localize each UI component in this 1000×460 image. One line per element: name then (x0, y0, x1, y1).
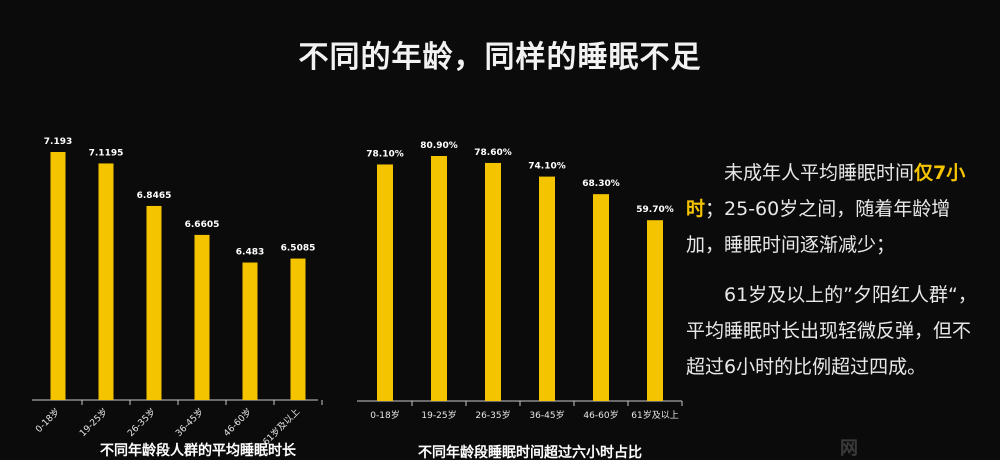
side-highlight: 仅7小时 (686, 162, 966, 220)
side-text-1b: ；25-60岁之间，随着年龄增加，睡眠时间逐渐减少； (686, 198, 951, 256)
bar-2 (146, 205, 162, 400)
x-tick-label-5: 61岁及以上 (260, 406, 302, 448)
value-label-4: 68.30% (582, 179, 620, 189)
page-title: 不同的年龄，同样的睡眠不足 (298, 40, 702, 75)
value-label-2: 6.8465 (137, 191, 172, 201)
chart-title: 不同年龄段人群的平均睡眠时长 (100, 442, 297, 459)
bar-2 (485, 162, 501, 401)
bar-4 (593, 194, 609, 401)
bar-3 (539, 176, 555, 401)
value-label-2: 78.60% (474, 148, 512, 158)
bar-1 (431, 156, 447, 401)
x-tick-label-0: 0-18岁 (33, 406, 62, 435)
bar-5 (290, 258, 306, 400)
x-tick-label-2: 26-35岁 (475, 409, 510, 421)
x-tick-label-5: 61岁及以上 (631, 409, 678, 421)
x-tick-label-4: 46-60岁 (221, 406, 254, 439)
bar-4 (242, 262, 258, 400)
x-tick-label-0: 0-18岁 (370, 409, 399, 421)
value-label-3: 74.10% (528, 162, 566, 172)
bar-3 (194, 234, 210, 400)
side-paragraph-1: 未成年人平均睡眠时间仅7小时；25-60岁之间，随着年龄增加，睡眠时间逐渐减少； (686, 155, 986, 263)
x-tick-label-1: 19-25岁 (77, 406, 110, 439)
bar-5 (647, 220, 663, 401)
chart-title: 不同年龄段睡眠时间超过六小时占比 (418, 444, 642, 460)
x-tick-label-3: 36-45岁 (173, 406, 206, 439)
side-description: 未成年人平均睡眠时间仅7小时；25-60岁之间，随着年龄增加，睡眠时间逐渐减少；… (686, 155, 986, 399)
value-label-0: 7.193 (44, 137, 72, 147)
bar-0 (377, 164, 393, 401)
value-label-4: 6.483 (236, 248, 264, 258)
value-label-1: 80.90% (420, 141, 458, 151)
x-tick-label-4: 46-60岁 (583, 409, 618, 421)
side-text-1a: 未成年人平均睡眠时间 (724, 162, 915, 184)
avg-sleep-chart: 7.193 0-18岁 7.1195 19-25岁 6.8465 26-35岁 6.6605… (32, 137, 323, 459)
x-tick-label-3: 36-45岁 (529, 409, 564, 421)
x-tick-label-1: 19-25岁 (421, 409, 456, 421)
watermark: 网 (840, 438, 858, 459)
value-label-5: 6.5085 (281, 244, 316, 254)
side-paragraph-2: 61岁及以上的”夕阳红人群“，平均睡眠时长出现轻微反弹，但不超过6小时的比例超过… (686, 284, 977, 378)
bar-0 (50, 152, 66, 400)
value-label-3: 6.6605 (185, 220, 220, 230)
x-tick-label-2: 26-35岁 (125, 406, 158, 439)
value-label-5: 59.70% (636, 205, 674, 215)
value-label-1: 7.1195 (89, 148, 124, 158)
bar-1 (98, 163, 114, 400)
value-label-0: 78.10% (366, 149, 404, 159)
sleep-over-6h-chart: 78.10% 0-18岁 80.90% 19-25岁 78.60% 26-35岁 74.10… (357, 141, 683, 460)
